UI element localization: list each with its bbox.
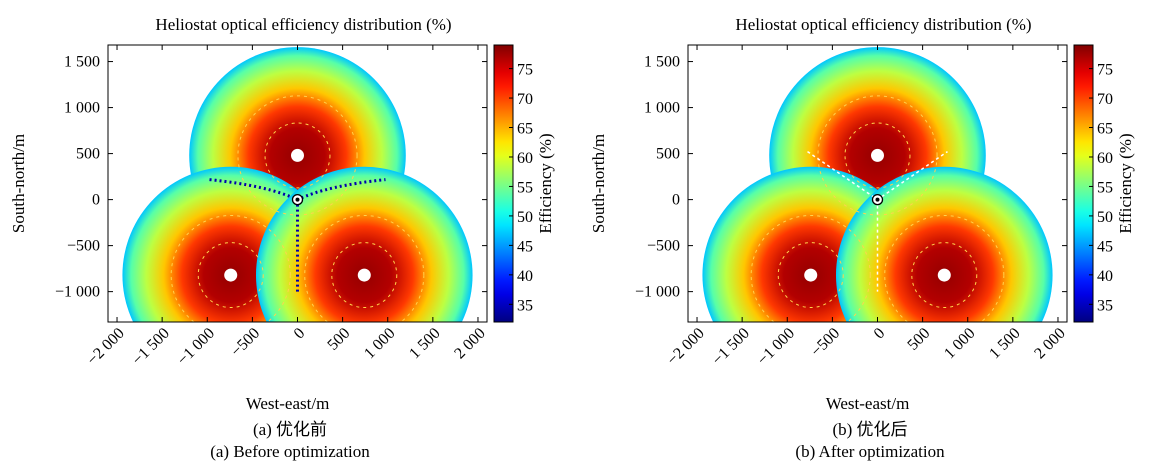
y-tick-label: 500 [656, 146, 680, 163]
colorbar-tick-label: 70 [517, 91, 533, 108]
subfield-3 [256, 166, 473, 322]
colorbar-tick-label: 75 [517, 62, 533, 79]
colorbar-tick-label: 60 [1097, 150, 1113, 167]
colorbar-tick-label: 35 [517, 297, 533, 314]
contour-2-1 [197, 242, 264, 309]
center-receiver-dot [295, 197, 300, 202]
x-tick-label: 1 000 [941, 325, 978, 362]
colorbar-tick-label: 55 [1097, 179, 1113, 196]
x-tick-label: −2 000 [84, 325, 128, 369]
center-receiver-dot [875, 197, 880, 202]
efficiency-map-before: Heliostat optical efficiency distributio… [9, 15, 555, 413]
x-tick-label: −1 500 [709, 325, 753, 369]
colorbar-tick-label: 70 [1097, 91, 1113, 108]
y-tick-label: −500 [647, 238, 680, 255]
contour-3-1 [911, 242, 978, 309]
tower-1 [291, 148, 304, 162]
colorbar-tick-label: 75 [1097, 62, 1113, 79]
contour-3-2 [884, 215, 1005, 322]
panel-before-optimization: Heliostat optical efficiency distributio… [9, 15, 555, 461]
x-tick-label: 1 000 [361, 325, 398, 362]
y-axis-label: South-north/m [9, 134, 28, 233]
colorbar [1073, 44, 1094, 323]
contour-1-1 [844, 122, 911, 189]
y-tick-label: 500 [76, 146, 100, 163]
colorbar-tick-label: 60 [517, 150, 533, 167]
colorbar-tick-label: 50 [517, 209, 533, 226]
caption-en: (a) Before optimization [210, 442, 370, 461]
colorbar-tick-label: 45 [1097, 238, 1113, 255]
colorbar-tick-label: 40 [517, 268, 533, 285]
x-tick-label: 500 [324, 325, 353, 354]
colorbar [493, 44, 514, 323]
x-tick-label: −1 000 [174, 325, 218, 369]
x-tick-label: 2 000 [1031, 325, 1068, 362]
colorbar-tick-label: 45 [517, 238, 533, 255]
x-tick-label: 0 [871, 325, 889, 343]
contour-3-2 [304, 215, 425, 322]
x-tick-label: 1 500 [406, 325, 443, 362]
y-tick-label: 1 500 [64, 54, 100, 71]
tower-3 [937, 268, 951, 282]
panel-after-optimization: Heliostat optical efficiency distributio… [580, 0, 1159, 465]
contour-2-2 [170, 215, 291, 322]
colorbar-tick-label: 50 [1097, 209, 1113, 226]
caption-cn: (b) 优化后 [832, 420, 908, 439]
tower-1 [871, 148, 884, 162]
y-tick-label: 1 000 [64, 100, 100, 117]
x-axis-label: West-east/m [246, 394, 330, 413]
x-tick-label: −2 000 [664, 325, 708, 369]
contour-2-2 [750, 215, 871, 322]
heliostat-field [122, 47, 473, 322]
y-tick-label: −1 000 [635, 284, 680, 301]
chart-title: Heliostat optical efficiency distributio… [735, 15, 1031, 34]
colorbar-label: Efficiency (%) [536, 133, 555, 233]
x-tick-label: −1 000 [754, 325, 798, 369]
y-tick-label: 1 500 [644, 54, 680, 71]
contour-1-1 [264, 122, 331, 189]
tower-2 [224, 268, 238, 282]
colorbar-tick-label: 55 [517, 179, 533, 196]
x-tick-label: −1 500 [129, 325, 173, 369]
contour-3-1 [331, 242, 398, 309]
tower-2 [804, 268, 818, 282]
x-tick-label: 0 [291, 325, 309, 343]
y-tick-label: −1 000 [55, 284, 100, 301]
subfield-3 [836, 166, 1053, 322]
caption-cn: (a) 优化前 [252, 420, 328, 439]
x-axis-label: West-east/m [826, 394, 910, 413]
y-tick-label: 0 [672, 192, 680, 209]
efficiency-map-after: Heliostat optical efficiency distributio… [589, 15, 1135, 413]
contour-2-1 [777, 242, 844, 309]
y-tick-label: 0 [92, 192, 100, 209]
chart-title: Heliostat optical efficiency distributio… [155, 15, 451, 34]
y-axis-label: South-north/m [589, 134, 608, 233]
x-tick-label: −500 [808, 325, 843, 360]
x-tick-label: 2 000 [451, 325, 488, 362]
colorbar-tick-label: 35 [1097, 297, 1113, 314]
x-tick-label: 500 [904, 325, 933, 354]
y-tick-label: 1 000 [644, 100, 680, 117]
tower-3 [357, 268, 371, 282]
y-tick-label: −500 [67, 238, 100, 255]
colorbar-tick-label: 65 [517, 121, 533, 138]
colorbar-tick-label: 40 [1097, 268, 1113, 285]
x-tick-label: −500 [228, 325, 263, 360]
colorbar-label: Efficiency (%) [1116, 133, 1135, 233]
colorbar-tick-label: 65 [1097, 121, 1113, 138]
caption-en: (b) After optimization [795, 442, 945, 461]
x-tick-label: 1 500 [986, 325, 1023, 362]
contour-1-2 [817, 95, 938, 216]
